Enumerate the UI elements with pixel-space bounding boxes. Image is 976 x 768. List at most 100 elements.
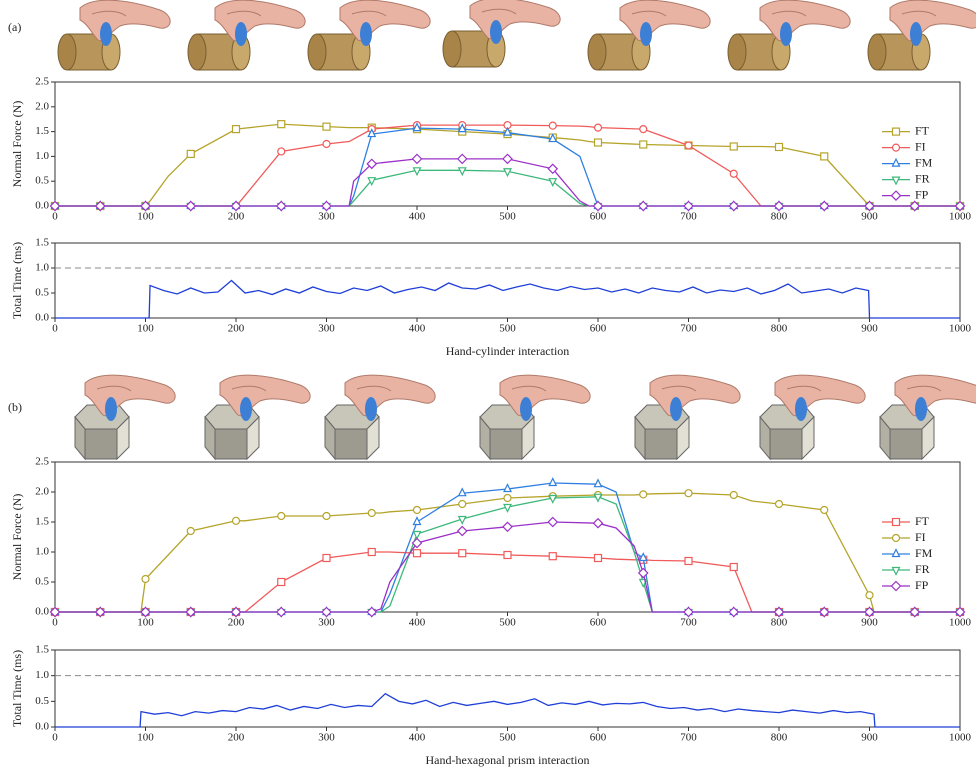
marker (891, 157, 901, 167)
marker (729, 169, 738, 178)
y-tick-label: 0.0 (35, 606, 49, 618)
marker (457, 515, 467, 525)
x-tick-label: 300 (318, 323, 335, 335)
x-tick-label: 100 (137, 323, 154, 335)
marker (864, 200, 875, 212)
marker (639, 490, 648, 499)
marker (592, 517, 604, 529)
x-axis-label: Hand-cylinder interaction (446, 344, 570, 358)
marker (684, 489, 693, 498)
marker (638, 552, 648, 562)
series-line (55, 279, 960, 319)
y-axis-label: Normal Force (N) (10, 101, 24, 188)
marker (412, 505, 422, 515)
x-tick-label: 800 (771, 323, 788, 335)
marker (185, 200, 197, 212)
marker (503, 550, 512, 560)
marker (683, 606, 694, 618)
marker (322, 553, 331, 563)
x-tick-label: 400 (409, 732, 426, 744)
marker (954, 200, 966, 212)
x-tick-label: 900 (861, 323, 878, 335)
y-tick-label: 0.0 (35, 721, 49, 733)
marker (891, 127, 901, 136)
marker (502, 521, 513, 533)
x-tick-label: 1000 (949, 211, 972, 223)
marker (49, 200, 61, 212)
x-tick-label: 700 (680, 211, 697, 223)
x-tick-label: 700 (680, 732, 697, 744)
y-tick-label: 1.0 (35, 669, 49, 681)
marker (94, 200, 106, 212)
marker (729, 490, 738, 500)
y-tick-label: 0.5 (35, 175, 49, 187)
x-tick-label: 0 (52, 617, 58, 629)
x-tick-label: 600 (590, 617, 607, 629)
x-tick-label: 1000 (949, 617, 972, 629)
marker (683, 200, 694, 212)
marker (277, 577, 286, 587)
marker (367, 547, 376, 557)
marker (728, 606, 740, 618)
panel-label: (b) (8, 400, 22, 414)
marker (457, 123, 467, 133)
marker (457, 167, 467, 177)
marker (275, 200, 287, 212)
x-tick-label: 300 (318, 617, 335, 629)
legend-label: FR (915, 562, 930, 576)
marker (322, 511, 331, 521)
marker (593, 553, 603, 563)
legend-label: FI (915, 530, 926, 544)
series-line (55, 521, 960, 613)
x-tick-label: 700 (680, 323, 697, 335)
marker (637, 567, 649, 579)
marker (548, 133, 558, 143)
panel-label: (a) (8, 20, 21, 34)
series-line (55, 127, 960, 207)
marker (456, 525, 468, 537)
illustrations-b (74, 374, 976, 460)
y-tick-label: 0.0 (35, 200, 49, 212)
y-tick-label: 2.0 (35, 486, 49, 498)
series-line (55, 492, 960, 613)
marker (503, 493, 512, 503)
marker (322, 139, 331, 149)
x-tick-label: 700 (680, 617, 697, 629)
marker (457, 487, 467, 497)
marker (890, 580, 902, 592)
marker (593, 123, 603, 132)
y-tick-label: 2.5 (35, 76, 49, 88)
y-tick-label: 0.5 (35, 576, 49, 588)
y-tick-label: 1.5 (35, 125, 49, 137)
marker (547, 516, 559, 528)
y-tick-label: 1.5 (35, 237, 49, 249)
marker (954, 606, 966, 618)
marker (141, 574, 150, 584)
marker (864, 606, 875, 618)
marker (367, 508, 376, 518)
plot-frame (54, 242, 961, 319)
legend-label: FM (915, 546, 933, 560)
x-tick-label: 0 (52, 323, 58, 335)
x-tick-label: 100 (137, 732, 154, 744)
y-tick-label: 1.5 (35, 516, 49, 528)
x-tick-label: 800 (771, 211, 788, 223)
marker (891, 143, 901, 152)
legend-label: FT (915, 123, 930, 137)
marker (593, 478, 603, 488)
marker (820, 152, 829, 161)
marker (411, 153, 423, 165)
x-tick-label: 1000 (949, 323, 972, 335)
marker (230, 200, 242, 212)
plot-frame (54, 81, 961, 207)
y-tick-label: 1.5 (35, 644, 49, 656)
marker (890, 190, 902, 201)
marker (186, 149, 195, 159)
marker (412, 516, 422, 526)
x-tick-label: 200 (228, 617, 245, 629)
marker (728, 200, 740, 212)
marker (891, 517, 901, 527)
marker (774, 499, 784, 509)
x-tick-label: 200 (228, 211, 245, 223)
